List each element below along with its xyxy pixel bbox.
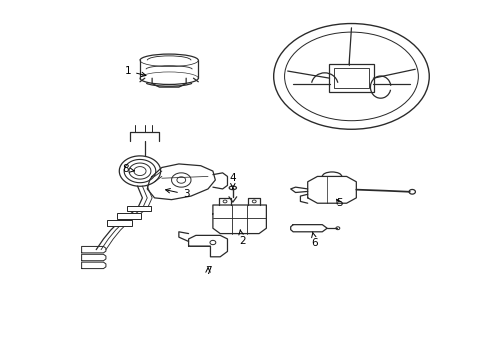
Text: 2: 2 [238,230,245,246]
Text: 7: 7 [204,266,211,276]
Text: 4: 4 [229,173,236,189]
Bar [117,213,141,219]
Text: 3: 3 [165,189,189,199]
Text: 8: 8 [122,164,134,174]
Text: 1: 1 [124,66,145,77]
Bar [126,206,151,211]
Bar [107,220,131,226]
Text: 5: 5 [335,198,342,208]
Text: 6: 6 [311,232,318,248]
